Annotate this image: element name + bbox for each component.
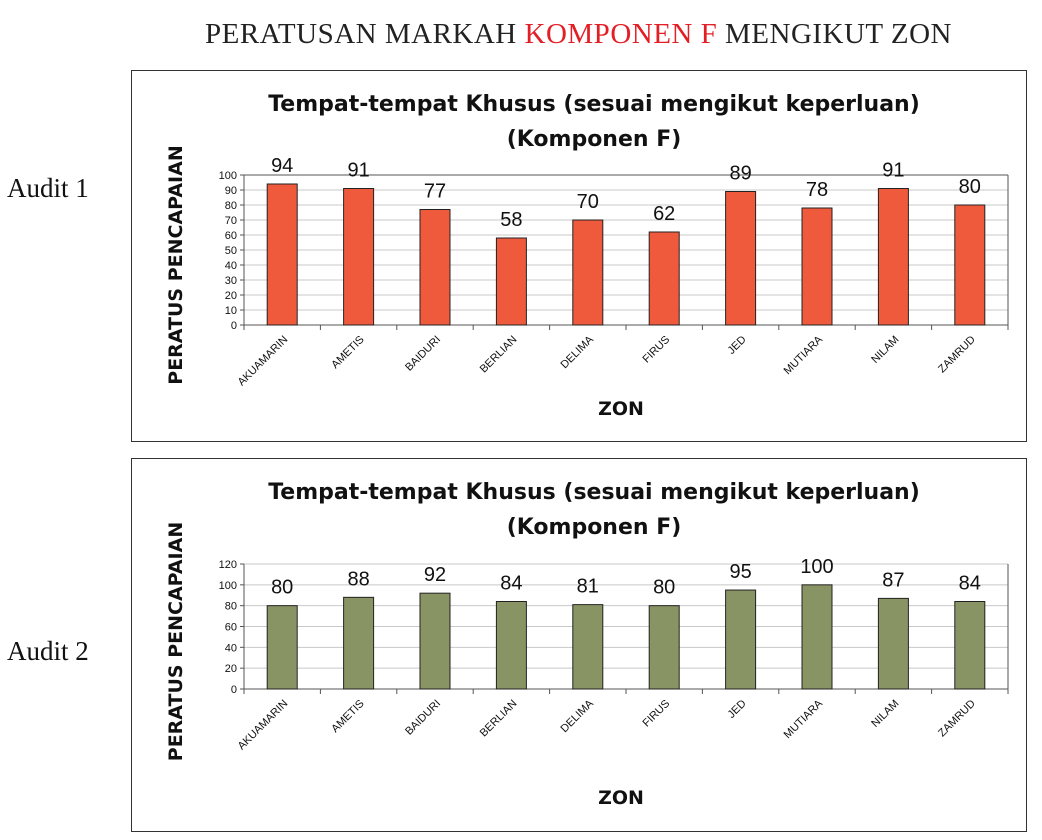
data-label: 84 xyxy=(959,573,981,595)
chart-subtitle: (Komponen F) xyxy=(507,127,682,152)
data-label: 91 xyxy=(882,160,904,182)
y-tick-label: 80 xyxy=(225,601,237,613)
data-label: 80 xyxy=(653,577,675,599)
category-label: AMETIS xyxy=(329,334,366,371)
category-label: AKUAMARIN xyxy=(236,334,291,389)
x-axis-title: ZON xyxy=(598,787,644,809)
data-label: 95 xyxy=(729,561,751,583)
y-axis-title: PERATUS PENCAPAIAN xyxy=(165,522,187,761)
chart-audit-1: Tempat-tempat Khusus (sesuai mengikut ke… xyxy=(131,70,1027,442)
data-label: 80 xyxy=(271,577,293,599)
data-label: 94 xyxy=(271,155,293,177)
category-label: AMETIS xyxy=(329,698,366,735)
bar-baiduri xyxy=(419,592,451,690)
audit-1-label: Audit 1 xyxy=(7,173,89,203)
y-tick-label: 40 xyxy=(225,642,237,654)
category-label: BERLIAN xyxy=(478,334,520,376)
y-tick-label: 120 xyxy=(219,559,237,571)
title-part-2: MENGIKUT ZON xyxy=(717,18,952,50)
category-label: JED xyxy=(726,334,749,357)
category-label: FIRUS xyxy=(641,334,673,366)
category-label: AKUAMARIN xyxy=(236,698,291,753)
y-tick-label: 80 xyxy=(225,200,237,212)
data-label: 78 xyxy=(806,179,828,201)
chart-audit-1-svg: Tempat-tempat Khusus (sesuai mengikut ke… xyxy=(165,92,1009,420)
y-tick-label: 40 xyxy=(225,260,237,272)
bar-nilam xyxy=(877,597,909,690)
bar-firus xyxy=(648,605,680,690)
bar-jed xyxy=(725,191,757,326)
title-part-1: PERATUSAN MARKAH xyxy=(205,18,525,50)
audit-2-label: Audit 2 xyxy=(7,636,89,666)
chart-audit-2: Tempat-tempat Khusus (sesuai mengikut ke… xyxy=(131,458,1027,832)
y-tick-label: 90 xyxy=(225,185,237,197)
category-label: NILAM xyxy=(869,698,901,730)
bar-ametis xyxy=(343,596,375,690)
y-axis-title: PERATUS PENCAPAIAN xyxy=(165,145,187,384)
bar-baiduri xyxy=(419,209,451,326)
category-label: JED xyxy=(726,698,749,721)
y-tick-label: 70 xyxy=(225,215,237,227)
bar-ametis xyxy=(343,188,375,326)
category-label: DELIMA xyxy=(558,333,596,371)
y-tick-label: 30 xyxy=(225,275,237,287)
bar-jed xyxy=(725,589,757,690)
bar-berlian xyxy=(495,601,527,690)
data-label: 58 xyxy=(500,209,522,231)
data-label: 92 xyxy=(424,564,446,586)
y-tick-label: 60 xyxy=(225,230,237,242)
y-tick-label: 0 xyxy=(231,684,237,696)
category-label: MUTIARA xyxy=(782,697,826,741)
data-label: 77 xyxy=(424,181,446,203)
bar-akuamarin xyxy=(266,605,298,690)
y-tick-label: 50 xyxy=(225,245,237,257)
y-tick-label: 0 xyxy=(231,320,237,332)
category-label: ZAMRUD xyxy=(936,334,978,376)
bar-zamrud xyxy=(954,601,986,690)
data-label: 87 xyxy=(882,569,904,591)
title-accent: KOMPONEN F xyxy=(524,18,718,50)
bar-berlian xyxy=(495,237,527,326)
y-tick-label: 60 xyxy=(225,622,237,634)
category-label: ZAMRUD xyxy=(936,698,978,740)
bar-zamrud xyxy=(954,204,986,326)
bar-nilam xyxy=(877,188,909,326)
y-tick-label: 100 xyxy=(219,580,237,592)
data-label: 81 xyxy=(577,576,599,598)
data-label: 70 xyxy=(577,191,599,213)
category-label: BAIDURI xyxy=(403,334,443,374)
chart-subtitle: (Komponen F) xyxy=(507,515,682,540)
bar-mutiara xyxy=(801,584,833,690)
data-label: 62 xyxy=(653,203,675,225)
category-label: FIRUS xyxy=(641,698,673,730)
y-tick-label: 10 xyxy=(225,305,237,317)
data-label: 91 xyxy=(347,160,369,182)
bar-mutiara xyxy=(801,207,833,326)
category-label: DELIMA xyxy=(558,697,596,735)
chart-audit-2-svg: Tempat-tempat Khusus (sesuai mengikut ke… xyxy=(165,480,1009,809)
y-tick-label: 20 xyxy=(225,290,237,302)
bar-akuamarin xyxy=(266,183,298,326)
data-label: 89 xyxy=(729,163,751,185)
chart-title: Tempat-tempat Khusus (sesuai mengikut ke… xyxy=(268,480,920,505)
category-label: BERLIAN xyxy=(478,698,520,740)
bar-delima xyxy=(572,604,604,690)
data-label: 100 xyxy=(800,556,833,578)
y-tick-label: 100 xyxy=(219,170,237,182)
bar-delima xyxy=(572,219,604,326)
x-axis-title: ZON xyxy=(598,398,644,420)
category-label: BAIDURI xyxy=(403,698,443,738)
bar-firus xyxy=(648,231,680,326)
data-label: 88 xyxy=(347,568,369,590)
data-label: 84 xyxy=(500,573,522,595)
category-label: NILAM xyxy=(869,334,901,366)
data-label: 80 xyxy=(959,176,981,198)
y-tick-label: 20 xyxy=(225,663,237,675)
chart-title: Tempat-tempat Khusus (sesuai mengikut ke… xyxy=(268,92,920,117)
category-label: MUTIARA xyxy=(782,333,826,377)
page-title: PERATUSAN MARKAH KOMPONEN F MENGIKUT ZON xyxy=(0,18,1042,51)
